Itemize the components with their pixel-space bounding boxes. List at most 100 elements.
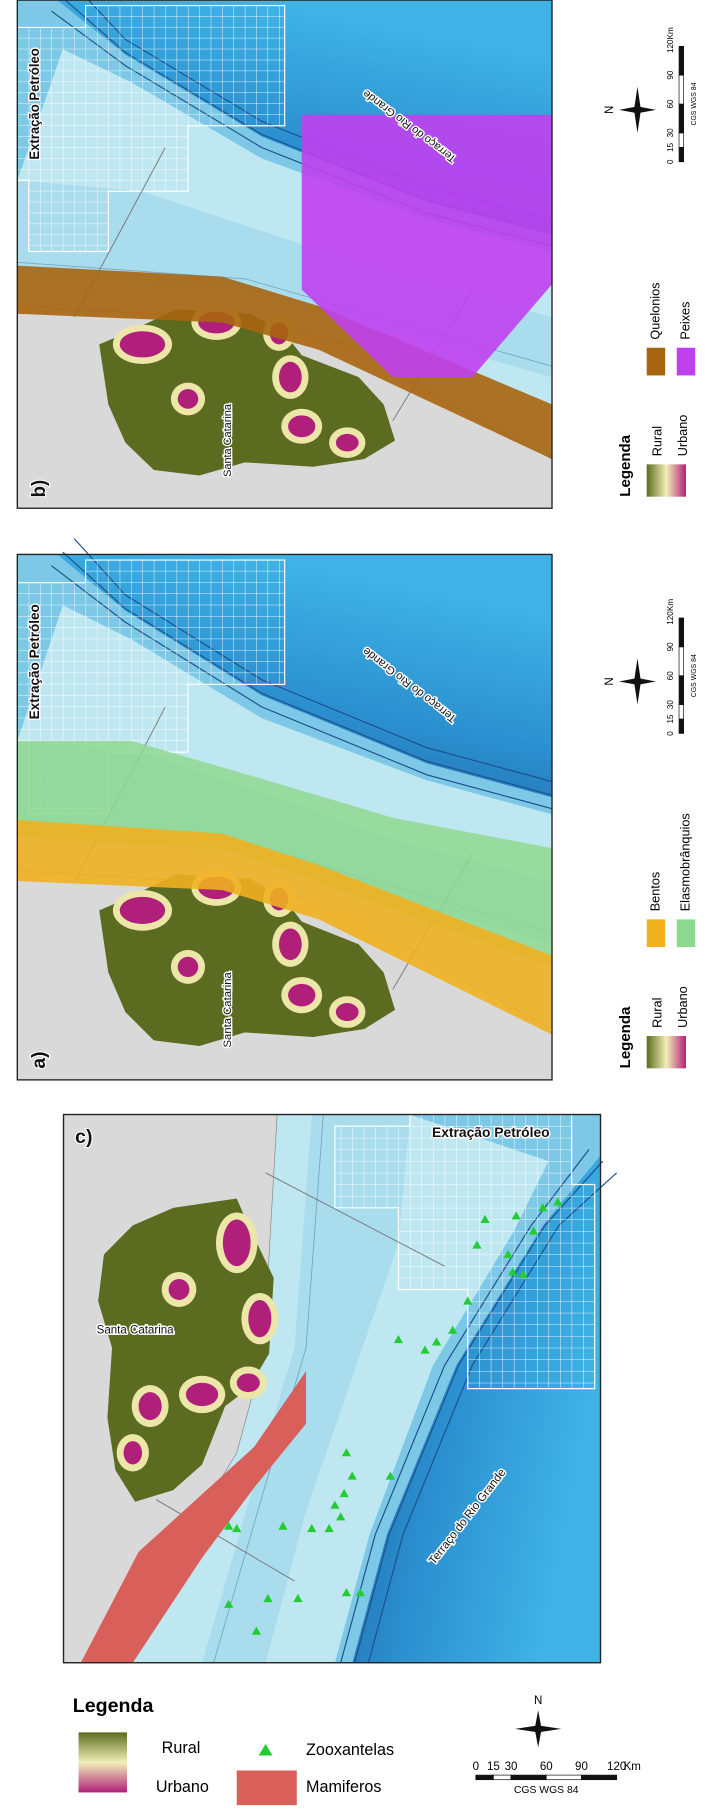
legend-label: Urbano (676, 415, 690, 457)
legend: Legenda Rural Urbano Bentos Elasmobrânquios N… (604, 599, 698, 1069)
legend-label: Urbano (676, 986, 690, 1028)
panel-label: c) (75, 1126, 92, 1148)
urban-area (178, 957, 198, 977)
state-label: Santa Catarina (97, 1323, 175, 1336)
urban-area (237, 1373, 260, 1392)
legend-label: Bentos (648, 872, 662, 912)
urban-area (120, 331, 166, 357)
legend-swatch (237, 1770, 297, 1805)
scale-segment (476, 1775, 494, 1780)
urban-area (336, 434, 359, 451)
map-panel: Extração PetróleoSanta CatarinaTerraço d… (17, 539, 552, 1080)
scale-tick-label: 120 (666, 611, 675, 625)
legend-swatch (677, 348, 695, 376)
scale-tick-label: 90 (666, 70, 675, 79)
urban-area (279, 362, 302, 393)
page: {"figure": {"panels": [ {"panel_label": … (0, 0, 716, 1811)
north-arrow (634, 87, 641, 133)
scale-unit: Km (624, 1761, 641, 1773)
legend-swatch (647, 919, 665, 947)
panel-label: a) (29, 1051, 50, 1068)
scale-tick-label: 15 (666, 142, 675, 151)
legend-label: Quelonios (648, 282, 662, 339)
north-arrow (634, 658, 641, 704)
urban-area (223, 1220, 251, 1267)
north-arrow (515, 1725, 561, 1732)
legend-swatch (647, 348, 665, 376)
north-label: N (604, 677, 616, 685)
scale-segment (679, 647, 684, 676)
urban-area (186, 1383, 218, 1406)
legend-label: Urbano (156, 1778, 209, 1796)
urban-area (124, 1441, 142, 1464)
legend-label: Rural (651, 998, 665, 1028)
scale-segment (679, 147, 684, 161)
oil-label: Extração Petróleo (432, 1124, 550, 1140)
scale-segment (493, 1775, 511, 1780)
scale-unit: Km (666, 599, 675, 611)
scale-tick-label: 90 (666, 642, 675, 651)
oil-label: Extração Petróleo (27, 48, 42, 159)
scale-segment (679, 46, 684, 75)
state-label: Santa Catarina (222, 403, 234, 477)
scale-unit: Km (666, 27, 675, 39)
legend-label: Mamiferos (306, 1778, 381, 1796)
scale-tick-label: 120 (666, 39, 675, 53)
scale-segment (679, 676, 684, 705)
legend-label: Zooxantelas (306, 1741, 394, 1759)
scale-tick-label: 30 (666, 128, 675, 137)
legend-label: Peixes (678, 302, 692, 340)
scale-tick-label: 30 (666, 700, 675, 709)
urban-area (288, 415, 315, 437)
scale-tick-label: 0 (473, 1761, 479, 1773)
figure: Extração PetróleoSanta CatarinaTerraço d… (0, 0, 716, 1811)
legend-label: Elasmobrânquios (678, 813, 692, 911)
legend: LegendaRuralUrbanoZooxantelasMamiferosN0… (73, 1695, 641, 1805)
scale-tick-label: 30 (505, 1761, 518, 1773)
scale-segment (511, 1775, 546, 1780)
scale-segment (679, 104, 684, 133)
scale-tick-label: 60 (666, 99, 675, 108)
scale-datum: CGS WGS 84 (691, 82, 698, 125)
scale-tick-label: 0 (666, 159, 675, 164)
scale-datum: CGS WGS 84 (514, 1785, 579, 1796)
scale-segment (679, 705, 684, 719)
urban-area (120, 897, 166, 924)
scale-tick-label: 15 (666, 714, 675, 723)
north-label: N (604, 106, 616, 114)
urban-area (139, 1392, 162, 1420)
scale-segment (679, 133, 684, 147)
scale-tick-label: 60 (540, 1761, 553, 1773)
legend-swatch (677, 919, 695, 947)
legend-swatch (259, 1744, 273, 1756)
state-label: Santa Catarina (222, 971, 234, 1047)
scale-segment (679, 618, 684, 647)
scale-tick-label: 15 (487, 1761, 500, 1773)
legend-swatch-rural-urban (647, 464, 686, 496)
legend: Legenda Rural Urbano Quelonios Peixes N 0 15 30 6… (604, 27, 698, 497)
panel-label: b) (29, 480, 50, 498)
legend-swatch-rural-urban (647, 1036, 686, 1068)
scale-tick-label: 0 (666, 731, 675, 736)
oil-label: Extração Petróleo (27, 604, 42, 719)
urban-area (279, 928, 302, 960)
scale-segment (679, 719, 684, 733)
scale-segment (546, 1775, 581, 1780)
legend-label: Rural (651, 426, 665, 456)
scale-segment (679, 75, 684, 104)
urban-area (178, 389, 198, 409)
legend-title: Legenda (617, 434, 634, 496)
urban-area (169, 1279, 190, 1300)
legend-swatch-rural-urban (79, 1732, 128, 1792)
urban-area (248, 1300, 271, 1337)
urban-area (288, 984, 315, 1007)
scale-datum: CGS WGS 84 (691, 654, 698, 697)
legend-title: Legenda (617, 1006, 634, 1068)
urban-area (336, 1003, 359, 1021)
legend-label: Rural (162, 1739, 201, 1757)
scale-tick-label: 60 (666, 671, 675, 680)
legend-title: Legenda (73, 1695, 155, 1717)
scale-tick-label: 90 (575, 1761, 588, 1773)
